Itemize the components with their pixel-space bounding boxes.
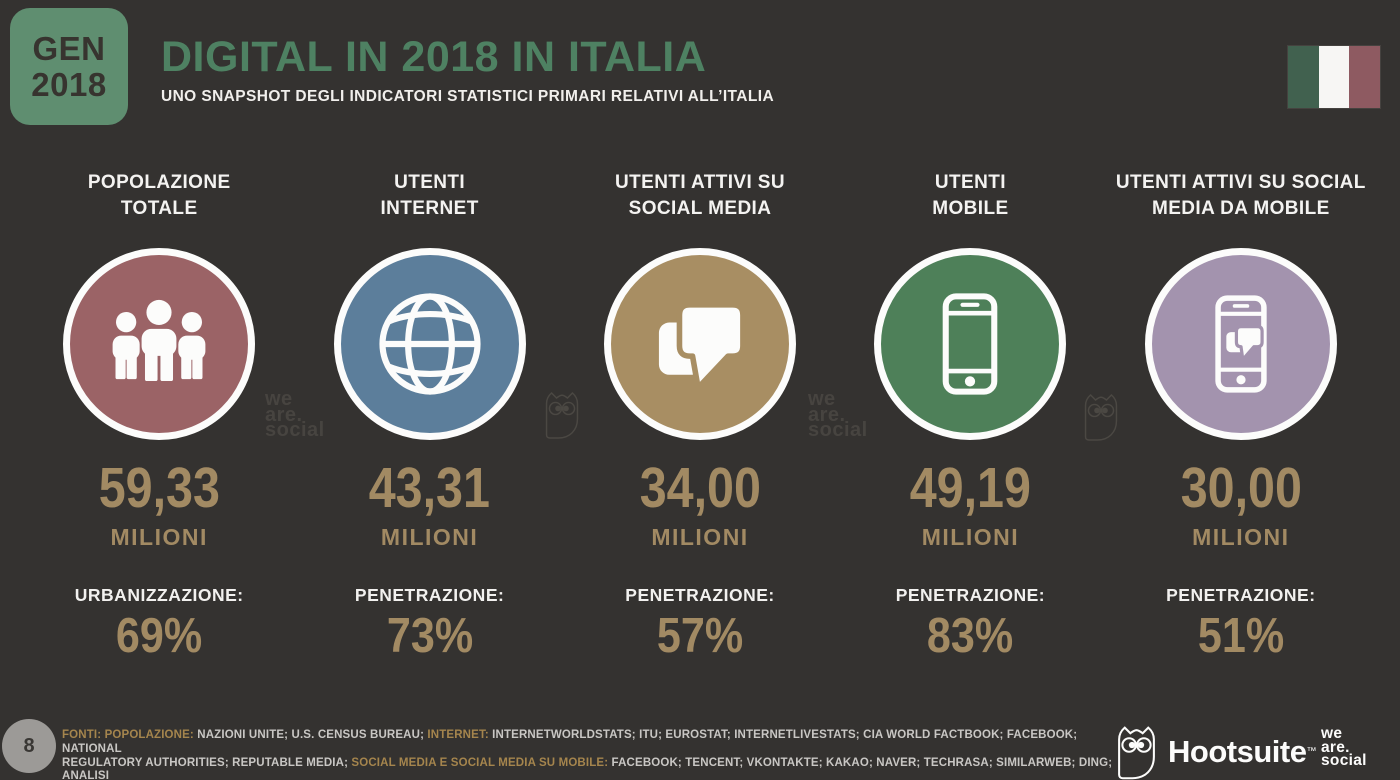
hootsuite-owl-icon (1118, 726, 1155, 780)
column-title-line: UTENTI (934, 172, 1006, 193)
column-title-line: UTENTI ATTIVI SU (615, 172, 786, 193)
stat-unit: MILIONI (1192, 524, 1290, 550)
column-title-line: UTENTI (394, 172, 466, 193)
stat-unit: MILIONI (921, 524, 1020, 550)
column-title: UTENTI INTERNET (381, 170, 479, 222)
stat-column-social-mobile: UTENTI ATTIVI SU SOCIAL MEDIA DA MOBILE (1106, 170, 1376, 661)
stat-value-millions: 49,19 (909, 456, 1032, 520)
page-number: 8 (23, 734, 35, 757)
column-title: UTENTI MOBILE (932, 170, 1008, 222)
stat-label: PENETRAZIONE: (625, 585, 775, 605)
smartphone-icon (943, 293, 998, 395)
phone-chat-icon (1215, 295, 1267, 393)
stat-percent: 51% (1197, 609, 1284, 663)
globe-icon (379, 293, 481, 395)
stat-circle (333, 248, 526, 440)
flag-stripe-white (1318, 46, 1350, 108)
stat-unit: MILIONI (651, 524, 749, 550)
stat-columns: POPOLAZIONE TOTALE (24, 170, 1376, 661)
stat-value-millions: 43,31 (368, 456, 491, 520)
stat-unit: MILIONI (110, 524, 208, 550)
column-title: POPOLAZIONE TOTALE (88, 170, 231, 222)
stat-label: PENETRAZIONE: (895, 585, 1046, 605)
stat-column-utenti-mobile: UTENTI MOBILE 49,19 MILIONI PENETRAZIONE… (835, 170, 1105, 661)
stat-circle (874, 248, 1067, 440)
date-badge: GEN 2018 (10, 8, 128, 125)
sources-line-1: FONTI: POPOLAZIONE: NAZIONI UNITE; U.S. … (62, 729, 1078, 755)
sources-text: FONTI: POPOLAZIONE: NAZIONI UNITE; U.S. … (62, 729, 1117, 780)
we-are-social-logo: we are. social (1321, 725, 1367, 769)
column-title-line: INTERNET (380, 198, 479, 220)
stat-percent: 57% (656, 609, 744, 663)
column-title-line: UTENTI ATTIVI SU SOCIAL (1115, 172, 1366, 193)
stat-circle (604, 248, 797, 440)
we-are-social-watermark: we are. social (808, 388, 868, 441)
trademark-symbol: ™ (1306, 746, 1317, 758)
stat-column-utenti-internet: UTENTI INTERNET 43,31 MILIONI PENETRAZIO… (294, 170, 564, 661)
page-subtitle: UNO SNAPSHOT DEGLI INDICATORI STATISTICI… (161, 88, 775, 105)
stat-percent: 83% (927, 609, 1014, 663)
stat-circle (63, 248, 256, 440)
badge-month: GEN (32, 29, 106, 67)
hootsuite-owl-watermark-icon (1081, 390, 1121, 448)
stat-value-millions: 30,00 (1180, 456, 1302, 520)
column-title-line: MOBILE (932, 198, 1009, 220)
flag-stripe-green (1288, 46, 1319, 108)
chat-bubbles-icon (658, 302, 746, 391)
column-title: UTENTI ATTIVI SU SOCIAL MEDIA DA MOBILE (1116, 170, 1366, 222)
stat-label: PENETRAZIONE: (1166, 585, 1316, 605)
hootsuite-logo: Hootsuite ™ (1114, 722, 1316, 780)
column-title-line: SOCIAL MEDIA (628, 198, 772, 220)
italy-flag-icon (1287, 45, 1381, 109)
flag-stripe-red (1349, 46, 1381, 108)
we-are-social-watermark: we are. social (265, 388, 325, 441)
stat-label: URBANIZZAZIONE: (74, 585, 244, 605)
column-title-line: MEDIA DA MOBILE (1151, 198, 1330, 220)
page-number-badge: 8 (2, 719, 56, 773)
header: DIGITAL IN 2018 IN ITALIA UNO SNAPSHOT D… (161, 36, 774, 106)
page-title: DIGITAL IN 2018 IN ITALIA (161, 33, 707, 81)
stat-label: PENETRAZIONE: (354, 585, 505, 605)
stat-circle (1144, 248, 1337, 440)
people-icon (112, 299, 206, 381)
stat-column-popolazione-totale: POPOLAZIONE TOTALE (24, 170, 294, 661)
stat-percent: 73% (386, 609, 473, 663)
column-title: UTENTI ATTIVI SU SOCIAL MEDIA (615, 170, 785, 222)
stat-value-millions: 59,33 (98, 456, 220, 520)
stat-percent: 69% (116, 609, 203, 663)
stat-column-social-media: UTENTI ATTIVI SU SOCIAL MEDIA 34,00 MILI… (565, 170, 835, 661)
stat-value-millions: 34,00 (639, 456, 761, 520)
stat-unit: MILIONI (380, 524, 479, 550)
badge-year: 2018 (31, 65, 107, 103)
hootsuite-owl-watermark-icon (542, 388, 582, 446)
column-title-line: TOTALE (120, 198, 198, 220)
sources-line-2: REGULATORY AUTHORITIES; REPUTABLE MEDIA;… (62, 756, 1113, 780)
hootsuite-wordmark: Hootsuite (1168, 733, 1307, 769)
column-title-line: POPOLAZIONE (87, 172, 231, 193)
